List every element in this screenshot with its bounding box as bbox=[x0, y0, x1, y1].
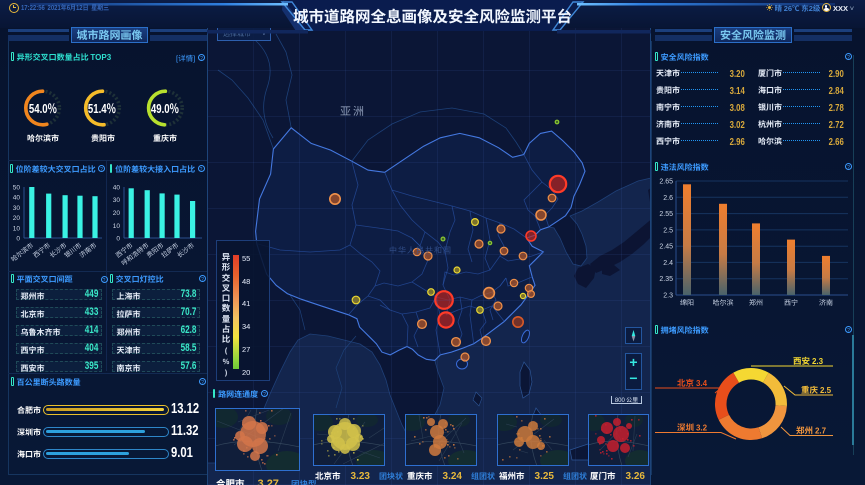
svg-text:10: 10 bbox=[113, 220, 121, 230]
svg-text:济南: 济南 bbox=[819, 298, 833, 308]
svg-text:0: 0 bbox=[16, 233, 20, 243]
svg-text:50: 50 bbox=[13, 182, 21, 192]
svg-text:20: 20 bbox=[113, 207, 121, 217]
svg-text:10: 10 bbox=[13, 222, 21, 232]
svg-text:30: 30 bbox=[13, 202, 21, 212]
svg-text:40: 40 bbox=[13, 192, 21, 202]
svg-text:2.65: 2.65 bbox=[659, 177, 673, 187]
svg-text:绵阳: 绵阳 bbox=[680, 298, 694, 308]
svg-text:0: 0 bbox=[116, 233, 120, 243]
svg-text:哈尔滨: 哈尔滨 bbox=[713, 298, 734, 308]
svg-text:长沙市: 长沙市 bbox=[174, 239, 196, 259]
svg-text:20: 20 bbox=[13, 212, 21, 222]
svg-text:济南市: 济南市 bbox=[77, 239, 99, 259]
svg-text:深圳 3.2: 深圳 3.2 bbox=[677, 422, 708, 434]
svg-text:2.4: 2.4 bbox=[663, 258, 673, 268]
svg-text:40: 40 bbox=[113, 182, 121, 192]
svg-text:30: 30 bbox=[113, 194, 121, 204]
svg-text:2.35: 2.35 bbox=[659, 274, 673, 284]
svg-text:西安 2.3: 西安 2.3 bbox=[793, 355, 824, 367]
svg-text:西宁: 西宁 bbox=[784, 298, 798, 308]
svg-text:2.5: 2.5 bbox=[663, 225, 673, 235]
svg-text:2.45: 2.45 bbox=[659, 242, 673, 252]
svg-text:重庆 2.5: 重庆 2.5 bbox=[801, 384, 832, 396]
svg-text:2.6: 2.6 bbox=[663, 193, 673, 203]
svg-text:北京 3.4: 北京 3.4 bbox=[677, 377, 708, 389]
svg-text:2.55: 2.55 bbox=[659, 209, 673, 219]
svg-text:2.3: 2.3 bbox=[663, 291, 673, 301]
svg-text:郑州 2.7: 郑州 2.7 bbox=[796, 425, 827, 437]
svg-text:郑州: 郑州 bbox=[749, 298, 763, 308]
